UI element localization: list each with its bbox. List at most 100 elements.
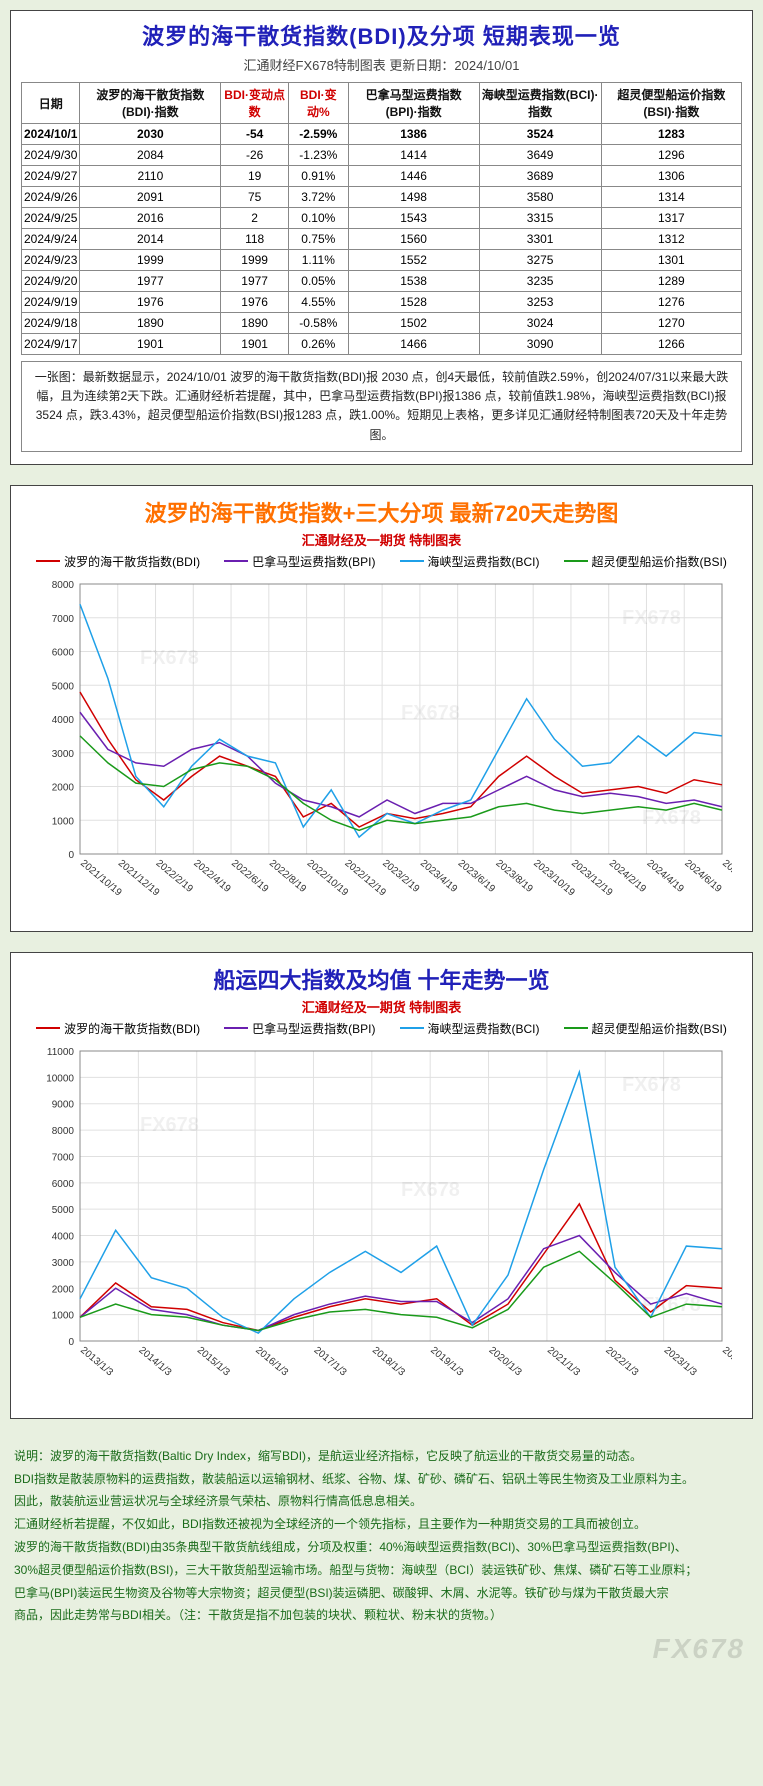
table-cell: 1999	[221, 250, 289, 271]
chart10y-svg: 0100020003000400050006000700080009000100…	[32, 1041, 732, 1401]
table-cell: 3235	[479, 271, 601, 292]
table-cell: 2084	[80, 145, 221, 166]
description-line: 说明：波罗的海干散货指数(Baltic Dry Index，缩写BDI)，是航运…	[14, 1445, 749, 1468]
svg-text:FX678: FX678	[401, 1179, 460, 1201]
table-cell: 0.75%	[288, 229, 348, 250]
table-cell: 0.26%	[288, 334, 348, 355]
legend-item: 巴拿马型运费指数(BPI)	[224, 553, 375, 570]
legend-item: 海峡型运费指数(BCI)	[400, 1020, 540, 1037]
table-cell: 0.91%	[288, 166, 348, 187]
table-col-header: 波罗的海干散货指数(BDI)·指数	[80, 83, 221, 124]
table-cell: 3524	[479, 124, 601, 145]
bdi-table: 日期波罗的海干散货指数(BDI)·指数BDI·变动点数BDI·变动%巴拿马型运费…	[21, 82, 742, 355]
table-cell: 1446	[348, 166, 479, 187]
description-line: 因此，散装航运业营运状况与全球经济景气荣枯、原物料行情高低息息相关。	[14, 1490, 749, 1513]
table-cell: 1538	[348, 271, 479, 292]
legend-label: 巴拿马型运费指数(BPI)	[252, 553, 375, 570]
table-row: 2024/9/19197619764.55%152832531276	[22, 292, 742, 313]
table-row: 2024/9/25201620.10%154333151317	[22, 208, 742, 229]
svg-text:2000: 2000	[51, 782, 74, 793]
table-cell: 1283	[601, 124, 741, 145]
table-col-header: 巴拿马型运费指数(BPI)·指数	[348, 83, 479, 124]
legend-label: 波罗的海干散货指数(BDI)	[64, 553, 200, 570]
table-cell: 1317	[601, 208, 741, 229]
chart720-legend: 波罗的海干散货指数(BDI) 巴拿马型运费指数(BPI) 海峡型运费指数(BCI) 超…	[21, 553, 742, 570]
table-cell: 1528	[348, 292, 479, 313]
svg-text:0: 0	[68, 1337, 74, 1348]
table-cell: 1977	[80, 271, 221, 292]
table-col-header: 日期	[22, 83, 80, 124]
table-cell: -2.59%	[288, 124, 348, 145]
table-cell: 3275	[479, 250, 601, 271]
svg-text:10000: 10000	[46, 1073, 74, 1084]
table-cell: 1270	[601, 313, 741, 334]
table-cell: 1890	[221, 313, 289, 334]
table-col-header: 超灵便型船运价指数(BSI)·指数	[601, 83, 741, 124]
table-row: 2024/9/23199919991.11%155232751301	[22, 250, 742, 271]
table-cell: 2024/9/17	[22, 334, 80, 355]
legend-swatch	[564, 1027, 588, 1029]
table-col-header: BDI·变动%	[288, 83, 348, 124]
svg-text:FX678: FX678	[642, 807, 701, 829]
table-cell: 1296	[601, 145, 741, 166]
chart720-wrap: 0100020003000400050006000700080002021/10…	[32, 574, 732, 919]
table-cell: 2024/9/26	[22, 187, 80, 208]
table-cell: 2024/9/18	[22, 313, 80, 334]
table-cell: 3253	[479, 292, 601, 313]
legend-swatch	[224, 560, 248, 562]
table-cell: 2110	[80, 166, 221, 187]
chart-10y-panel: 船运四大指数及均值 十年走势一览 汇通财经及一期货 特制图表 波罗的海干散货指数…	[10, 952, 753, 1419]
table-cell: 1276	[601, 292, 741, 313]
legend-item: 超灵便型船运价指数(BSI)	[564, 553, 727, 570]
table-row: 2024/9/17190119010.26%146630901266	[22, 334, 742, 355]
description-line: 巴拿马(BPI)装运民生物资及谷物等大宗物资；超灵便型(BSI)装运磷肥、碳酸钾…	[14, 1582, 749, 1605]
description-line: 波罗的海干散货指数(BDI)由35条典型干散货航线组成，分项及权重：40%海峡型…	[14, 1536, 749, 1559]
chart-720-panel: 波罗的海干散货指数+三大分项 最新720天走势图 汇通财经及一期货 特制图表 波…	[10, 485, 753, 932]
table-cell: 1560	[348, 229, 479, 250]
table-cell: 1386	[348, 124, 479, 145]
table-cell: -1.23%	[288, 145, 348, 166]
table-subtitle: 汇通财经FX678特制图表 更新日期：2024/10/01	[21, 55, 742, 74]
description-line: 汇通财经析若提醒，不仅如此，BDI指数还被视为全球经济的一个领先指标，且主要作为…	[14, 1513, 749, 1536]
table-cell: 118	[221, 229, 289, 250]
svg-text:8000: 8000	[51, 580, 74, 591]
legend-swatch	[564, 560, 588, 562]
description-block: 说明：波罗的海干散货指数(Baltic Dry Index，缩写BDI)，是航运…	[10, 1439, 753, 1633]
table-cell: 1498	[348, 187, 479, 208]
table-cell: 3090	[479, 334, 601, 355]
table-cell: 2024/9/25	[22, 208, 80, 229]
svg-text:9000: 9000	[51, 1099, 74, 1110]
table-cell: 1.11%	[288, 250, 348, 271]
svg-text:2000: 2000	[51, 1284, 74, 1295]
description-line: 商品，因此走势常与BDI相关。（注：干散货是指不加包装的块状、颗粒状、粉末状的货…	[14, 1604, 749, 1627]
table-cell: 75	[221, 187, 289, 208]
table-cell: 2091	[80, 187, 221, 208]
table-cell: 2030	[80, 124, 221, 145]
svg-text:3000: 3000	[51, 1258, 74, 1269]
description-line: 30%超灵便型船运价指数(BSI)，三大干散货船型运输市场。船型与货物：海峡型（…	[14, 1559, 749, 1582]
svg-text:11000: 11000	[46, 1047, 74, 1058]
table-cell: 4.55%	[288, 292, 348, 313]
svg-text:FX678: FX678	[140, 647, 199, 669]
table-summary: 一张图：最新数据显示，2024/10/01 波罗的海干散货指数(BDI)报 20…	[21, 361, 742, 452]
table-cell: 1543	[348, 208, 479, 229]
chart10y-legend: 波罗的海干散货指数(BDI)巴拿马型运费指数(BPI)海峡型运费指数(BCI)超…	[21, 1020, 742, 1037]
legend-item: 超灵便型船运价指数(BSI)	[564, 1020, 727, 1037]
table-cell: 1306	[601, 166, 741, 187]
table-cell: 2024/9/20	[22, 271, 80, 292]
description-line: BDI指数是散装原物料的运费指数，散装船运以运输钢材、纸浆、谷物、煤、矿砂、磷矿…	[14, 1468, 749, 1491]
legend-swatch	[400, 560, 424, 562]
legend-item: 海峡型运费指数(BCI)	[400, 553, 540, 570]
svg-text:FX678: FX678	[622, 1074, 681, 1096]
legend-swatch	[224, 1027, 248, 1029]
table-cell: 1901	[221, 334, 289, 355]
table-cell: 0.10%	[288, 208, 348, 229]
legend-swatch	[36, 560, 60, 562]
table-cell: 3301	[479, 229, 601, 250]
legend-label: 波罗的海干散货指数(BDI)	[64, 1020, 200, 1037]
chart720-svg: 0100020003000400050006000700080002021/10…	[32, 574, 732, 914]
legend-label: 超灵便型船运价指数(BSI)	[592, 1020, 727, 1037]
table-cell: 0.05%	[288, 271, 348, 292]
table-cell: 1414	[348, 145, 479, 166]
table-row: 2024/9/302084-26-1.23%141436491296	[22, 145, 742, 166]
